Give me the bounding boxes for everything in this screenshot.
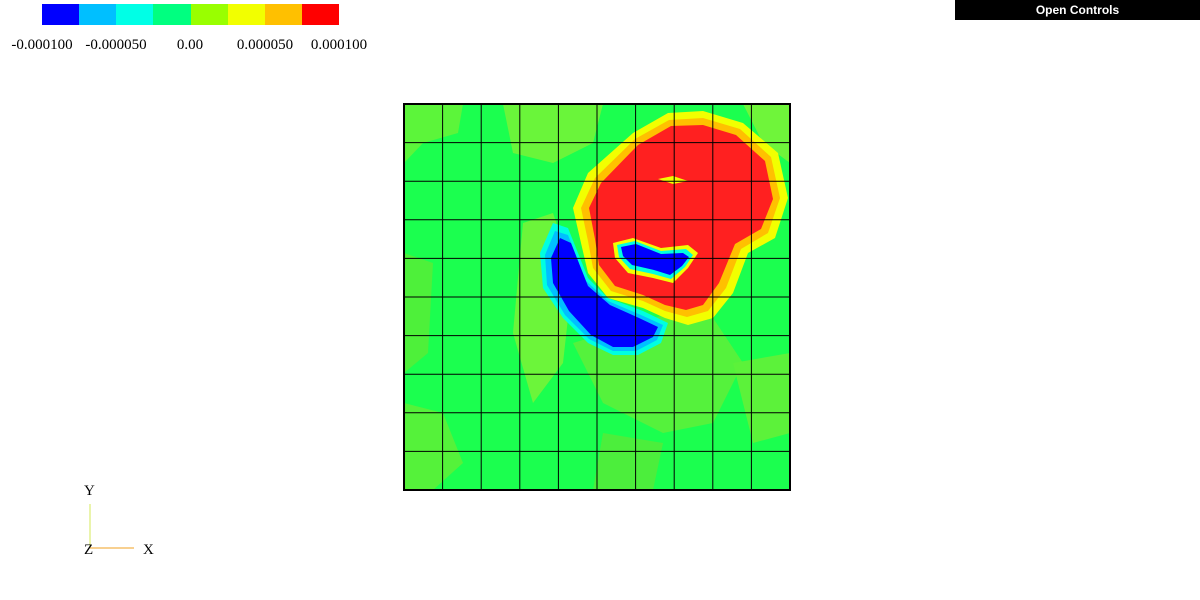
mesh-grid: [404, 104, 790, 490]
blue-contour: [621, 244, 689, 275]
colorbar-swatch: [116, 4, 154, 25]
lime-patch: [593, 433, 663, 490]
plot-frame: [403, 103, 791, 491]
colorbar-swatch: [190, 4, 228, 25]
lime-patch: [743, 104, 790, 163]
axis-triad: Y Z X: [84, 483, 154, 558]
yellow-contour: [658, 176, 688, 184]
colorbar-tick-label: 0.000050: [236, 37, 294, 53]
blue-contour: [551, 238, 658, 347]
colorbar-swatch: [79, 4, 117, 25]
colorbar-swatch: [264, 4, 302, 25]
lime-patch: [733, 353, 790, 443]
lime-patch: [503, 104, 603, 163]
z-axis-label: Z: [84, 542, 93, 558]
colorbar-tick-label: 0.00: [176, 37, 204, 53]
colorbar-tick-label: -0.000100: [11, 37, 73, 53]
colorbar-tick-label: 0.000100: [310, 37, 368, 53]
colorbar-swatch: [301, 4, 339, 25]
x-axis-label: X: [143, 542, 154, 558]
open-controls-button[interactable]: Open Controls: [955, 0, 1200, 20]
colorbar-swatch: [227, 4, 265, 25]
contour-plot[interactable]: [403, 103, 791, 491]
lime-patch: [404, 403, 463, 490]
lime-patch: [404, 104, 463, 163]
colorbar-tick-label: -0.000050: [85, 37, 147, 53]
colorbar-swatch: [42, 4, 80, 25]
lime-patch: [404, 253, 433, 373]
colorbar-swatch: [153, 4, 191, 25]
y-axis-label: Y: [84, 483, 95, 499]
colorbar: [42, 4, 339, 25]
